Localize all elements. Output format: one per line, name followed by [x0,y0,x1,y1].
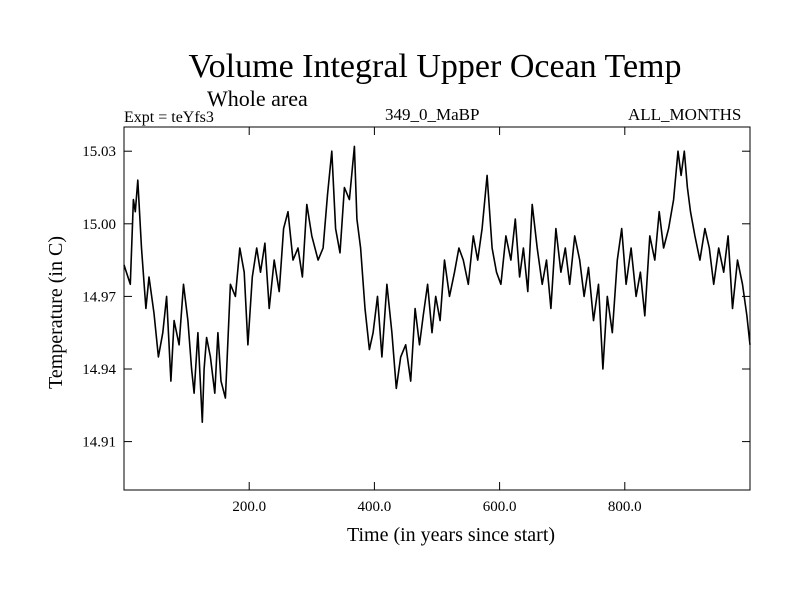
x-tick-label: 600.0 [483,499,517,515]
x-tick-label: 800.0 [608,499,642,515]
y-tick-label: 15.03 [82,144,116,160]
experiment-label: Expt = teYfs3 [124,109,214,126]
y-tick-label: 15.00 [82,217,116,233]
x-tick-label: 400.0 [358,499,392,515]
plot-frame [123,126,751,491]
x-axis-title: Time (in years since start) [347,524,555,546]
series-line [123,145,751,424]
y-tick-label: 14.91 [82,435,116,451]
chart-title: Volume Integral Upper Ocean Temp [188,48,682,85]
x-tick-label: 200.0 [232,499,266,515]
months-label: ALL_MONTHS [628,105,742,124]
run-label: 349_0_MaBP [385,105,480,124]
y-tick-label: 14.94 [82,362,116,378]
y-tick-label: 14.97 [82,289,116,305]
y-axis-title: Temperature (in C) [45,236,67,389]
chart-subtitle: Whole area [207,86,308,111]
